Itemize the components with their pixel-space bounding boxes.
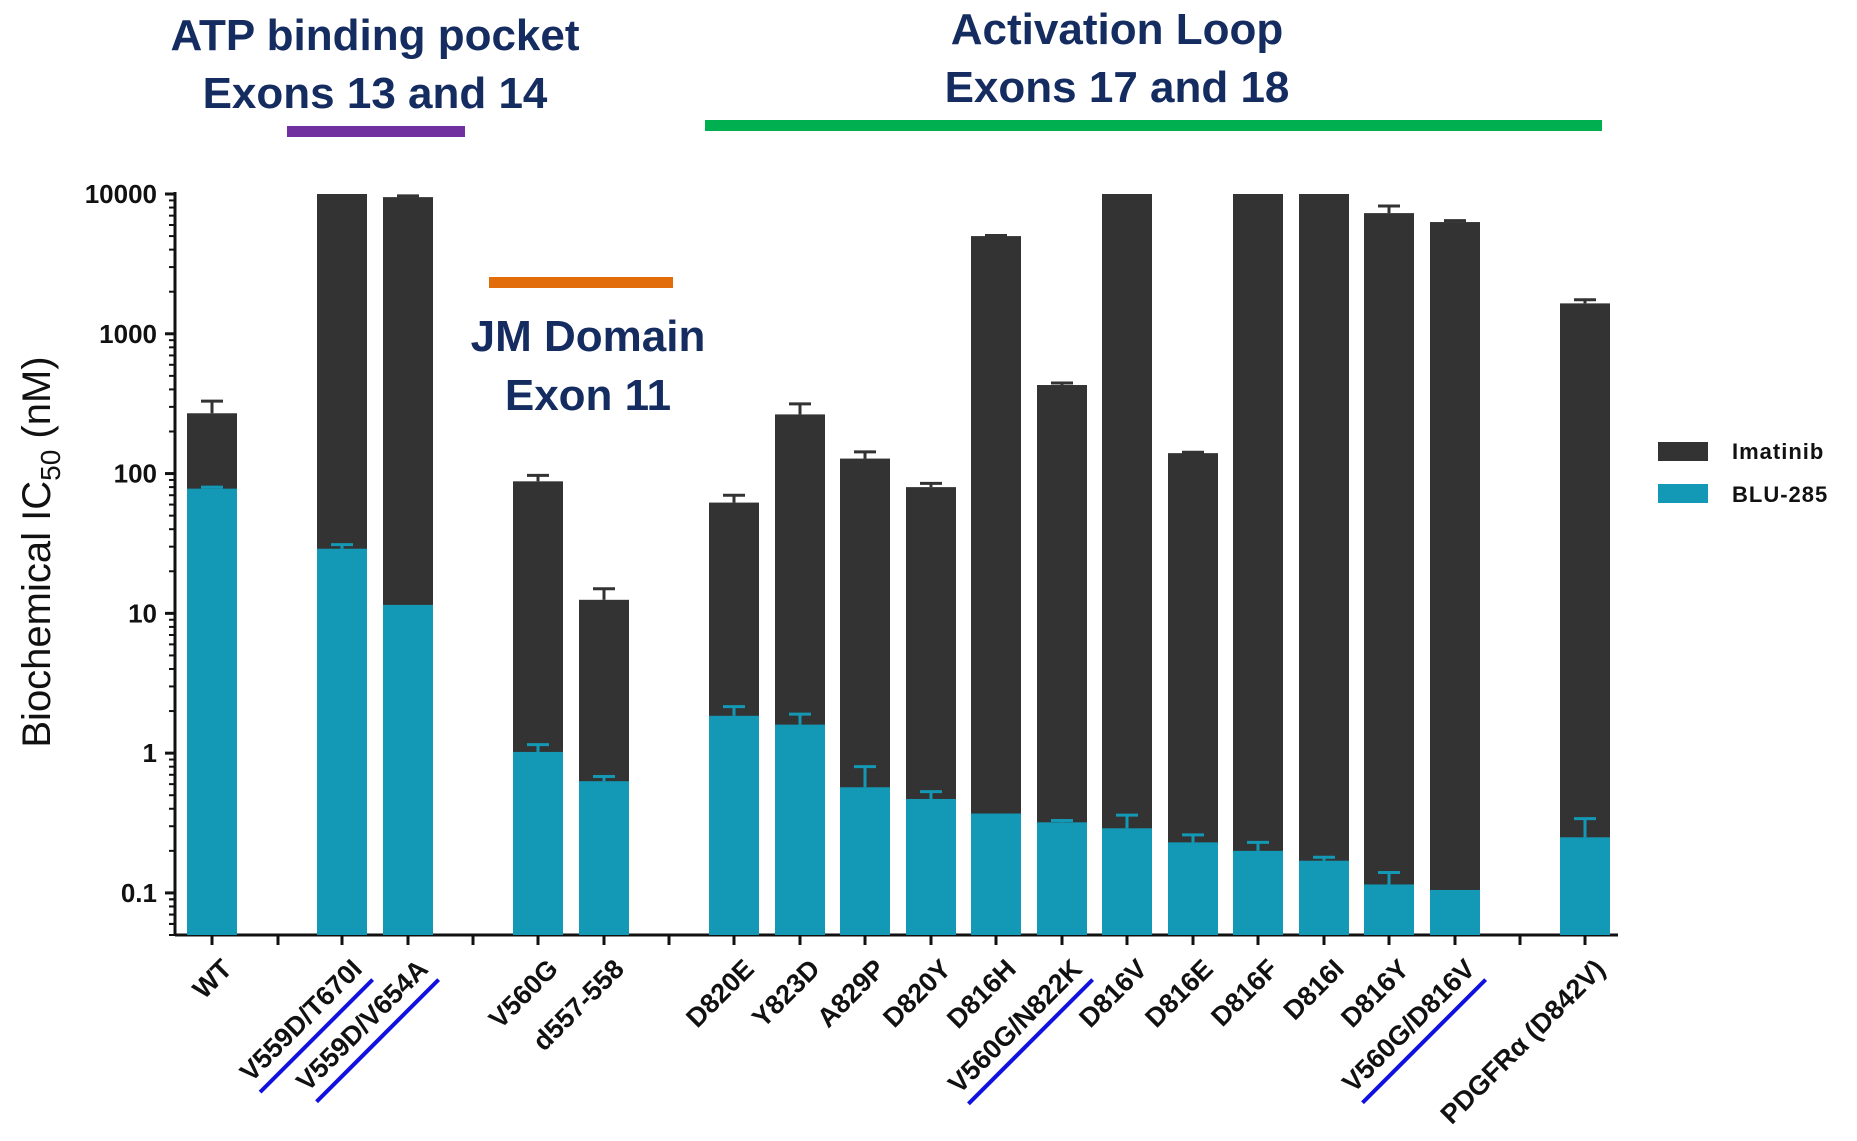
x-tick-label-wt: WT xyxy=(187,953,238,1004)
blu-285-bar-d816y xyxy=(1364,884,1414,935)
jm-range-bar xyxy=(489,277,673,288)
atp-range-bar xyxy=(287,126,465,137)
y-tick-label: 1 xyxy=(143,738,157,768)
highlight-underline-v560g-n822k xyxy=(967,978,1095,1106)
blu-285-bar-d820e xyxy=(709,715,759,935)
y-tick-label: 10 xyxy=(128,598,157,628)
legend: Imatinib BLU-285 xyxy=(1658,439,1828,507)
imatinib-bar-v560g-d816v xyxy=(1430,222,1480,935)
y-tick-label: 100 xyxy=(114,459,157,489)
highlight-underline-v559d-v654a xyxy=(315,978,441,1104)
imatinib-bar-d816v xyxy=(1102,194,1152,935)
blu-285-bar-v560g xyxy=(513,751,563,935)
jm-annotation-line2: Exon 11 xyxy=(505,371,671,420)
x-tick-label-y823d: Y823D xyxy=(746,954,826,1034)
blu-285-bar-wt xyxy=(187,488,237,935)
y-tick-label: 10000 xyxy=(85,179,157,209)
y-tick-label: 0.1 xyxy=(121,878,157,908)
blu-285-bar-v559d-t670i xyxy=(317,548,367,935)
y-tick-label: 1000 xyxy=(99,319,157,349)
blu-285-bar-d816i xyxy=(1299,860,1349,935)
blu-285-bar-v560g-d816v xyxy=(1430,889,1480,935)
blu-285-bar-v560g-n822k xyxy=(1037,822,1087,935)
highlight-underline-v560g-d816v xyxy=(1361,978,1488,1105)
blu-285-bar-pdgfr-d842v xyxy=(1560,837,1610,935)
atp-annotation-line1: ATP binding pocket xyxy=(170,11,579,60)
blu-285-bar-d816h xyxy=(971,813,1021,935)
x-tick-label-d816v: D816V xyxy=(1073,954,1153,1034)
x-tick-label-d816f: D816F xyxy=(1205,954,1284,1033)
blu-285-bar-d816e xyxy=(1168,842,1218,935)
blu-285-bar-d557-558 xyxy=(579,781,629,935)
legend-swatch-imatinib xyxy=(1658,442,1708,461)
y-axis-title-subscript: 50 xyxy=(35,450,66,481)
y-axis-title-unit: (nM) xyxy=(15,356,59,449)
y-axis-title: Biochemical IC50 (nM) xyxy=(15,356,66,747)
legend-swatch-blu-285 xyxy=(1658,484,1708,503)
blu-285-bar-y823d xyxy=(775,724,825,935)
blu-285-bar-v559d-v654a xyxy=(383,604,433,935)
x-tick-label-d816e: D816E xyxy=(1139,954,1219,1034)
atp-annotation-line2: Exons 13 and 14 xyxy=(203,69,548,118)
imatinib-bar-d816i xyxy=(1299,194,1349,935)
activation-annotation-line1: Activation Loop xyxy=(951,5,1283,54)
x-tick-label-d820y: D820Y xyxy=(877,954,957,1034)
activation-annotation-line2: Exons 17 and 18 xyxy=(945,63,1290,112)
x-tick-label-d820e: D820E xyxy=(680,954,760,1034)
plot-area: 1000010001001010.1WTV559D/T670IV559D/V65… xyxy=(85,179,1618,1130)
legend-label-blu-285: BLU-285 xyxy=(1732,482,1828,507)
jm-annotation-line1: JM Domain xyxy=(471,312,706,361)
y-axis-title-main: Biochemical IC xyxy=(15,481,59,748)
activation-range-bar xyxy=(705,120,1602,131)
x-tick-label-a829p: A829P xyxy=(811,954,891,1034)
legend-label-imatinib: Imatinib xyxy=(1732,439,1824,464)
blu-285-bar-d816v xyxy=(1102,828,1152,935)
imatinib-bar-d816y xyxy=(1364,213,1414,936)
imatinib-bar-d816f xyxy=(1233,194,1283,935)
blu-285-bar-d820y xyxy=(906,798,956,935)
blu-285-bar-d816f xyxy=(1233,850,1283,935)
blu-285-bar-a829p xyxy=(840,787,890,935)
highlight-underline-v559d-t670i xyxy=(258,978,375,1094)
